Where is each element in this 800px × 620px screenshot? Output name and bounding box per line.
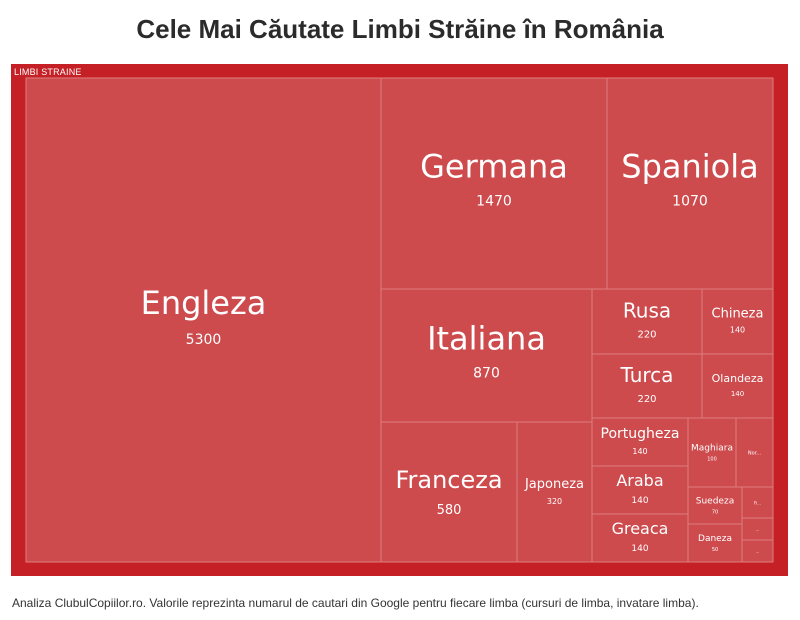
- tile-rect: [687, 417, 737, 488]
- tile-rect: [591, 513, 689, 563]
- chart-title: Cele Mai Căutate Limbi Străine în Români…: [136, 14, 664, 44]
- tile-label: ...: [756, 549, 760, 554]
- tile-label: Araba: [616, 471, 663, 490]
- tile-label: Germana: [420, 148, 568, 186]
- treemap-tile-15: Daneza 50: [687, 523, 743, 563]
- treemap-tile-6: Rusa 220: [591, 288, 703, 355]
- tile-label: Olandeza: [712, 372, 764, 385]
- tile-label: Portugheza: [601, 426, 680, 442]
- tile-value: 140: [631, 496, 648, 506]
- tile-label: Japoneza: [524, 477, 584, 492]
- treemap-tile-9: Olandeza 140: [701, 353, 774, 419]
- treemap-tile-12: Greaca 140: [591, 513, 689, 563]
- tile-rect: [380, 421, 518, 563]
- treemap-tile-18: ...: [741, 517, 774, 541]
- treemap-tile-10: Portugheza 140: [591, 417, 689, 467]
- tile-value: 1470: [476, 194, 512, 210]
- treemap-tile-3: Italiana 870: [380, 288, 593, 423]
- tile-label: ...: [756, 527, 760, 532]
- tile-label: Rusa: [623, 299, 671, 323]
- tile-label: Spaniola: [621, 148, 758, 186]
- tile-value: 870: [473, 366, 500, 382]
- tile-rect: [741, 539, 774, 563]
- tile-label: Nor...: [748, 451, 762, 457]
- treemap-tile-17: Fi...: [741, 486, 774, 519]
- tile-rect: [591, 288, 703, 355]
- tile-label: Turca: [620, 363, 674, 387]
- tile-value: 70: [712, 510, 718, 516]
- tile-label: Suedeza: [696, 497, 734, 507]
- tile-value: 5300: [186, 332, 222, 348]
- tile-label: Greaca: [612, 519, 669, 538]
- treemap-tile-14: Suedeza 70: [687, 486, 743, 525]
- treemap-tile-8: Chineza 140: [701, 288, 774, 355]
- tile-rect: [687, 523, 743, 563]
- tile-rect: [591, 465, 689, 515]
- tile-label: Maghiara: [691, 444, 733, 454]
- tile-label: Chineza: [712, 307, 764, 322]
- tile-value: 140: [731, 390, 744, 398]
- treemap-tile-7: Turca 220: [591, 353, 703, 419]
- tile-value: 1070: [672, 194, 708, 210]
- tile-value: 140: [730, 326, 745, 335]
- tile-value: 100: [707, 457, 717, 463]
- tile-rect: [25, 77, 382, 563]
- treemap-tile-19: ...: [741, 539, 774, 563]
- tile-label: Italiana: [427, 320, 546, 358]
- tile-rect: [606, 77, 774, 290]
- treemap-tile-1: Germana 1470: [380, 77, 608, 290]
- tile-value: 580: [437, 503, 462, 518]
- tile-rect: [516, 421, 593, 563]
- tile-value: 50: [712, 547, 718, 553]
- tile-value: 220: [637, 394, 656, 405]
- tile-label: Daneza: [698, 534, 732, 544]
- tile-label: Fi...: [754, 501, 761, 506]
- tile-value: 320: [547, 497, 562, 506]
- treemap-tile-2: Spaniola 1070: [606, 77, 774, 290]
- tile-label: Engleza: [141, 284, 267, 322]
- tile-rect: [701, 353, 774, 419]
- tile-rect: [380, 77, 608, 290]
- tile-value: 140: [631, 544, 648, 554]
- tile-value: 220: [637, 330, 656, 341]
- treemap-tile-16: Nor...: [735, 417, 774, 488]
- tile-label: Franceza: [395, 466, 502, 494]
- tile-rect: [735, 417, 774, 488]
- treemap-tile-13: Maghiara 100: [687, 417, 737, 488]
- footer-note: Analiza ClubulCopiilor.ro. Valorile repr…: [12, 596, 699, 610]
- treemap-tile-4: Franceza 580: [380, 421, 518, 563]
- tile-rect: [701, 288, 774, 355]
- treemap-tile-11: Araba 140: [591, 465, 689, 515]
- group-label: LIMBI STRAINE: [14, 67, 82, 77]
- treemap-tile-5: Japoneza 320: [516, 421, 593, 563]
- treemap-tile-0: Engleza 5300: [25, 77, 382, 563]
- tile-value: 140: [632, 447, 647, 456]
